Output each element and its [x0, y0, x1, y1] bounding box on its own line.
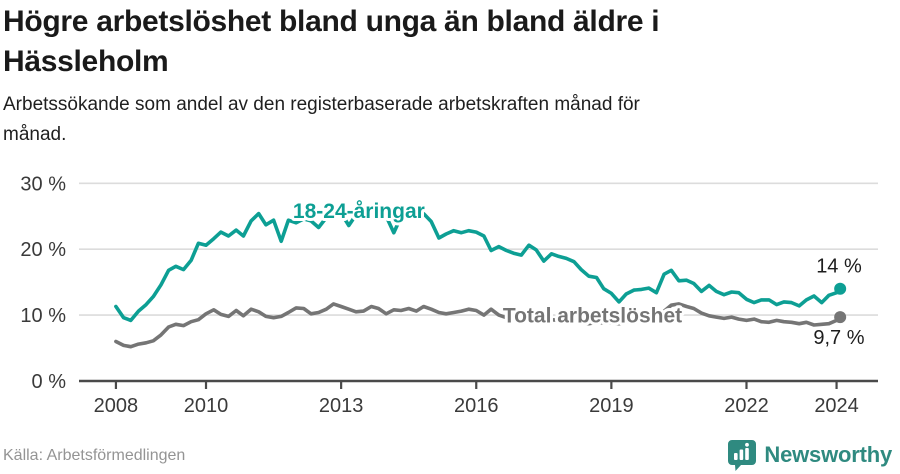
y-tick-label: 20 %: [20, 239, 66, 261]
x-tick-label: 2016: [454, 395, 499, 417]
newsworthy-logo[interactable]: Newsworthy: [727, 438, 892, 472]
bar-chart-bubble-icon: [727, 439, 757, 471]
x-tick-label: 2019: [589, 395, 634, 417]
series-line-18-24-ringar: [114, 210, 843, 323]
end-dot-total-arbetsl-shet: [834, 311, 847, 324]
x-tick-label: 2013: [319, 395, 364, 417]
page-subtitle: Arbetssökande som andel av den registerb…: [3, 94, 640, 145]
brand-name: Newsworthy: [764, 442, 892, 467]
source-label: Källa: Arbetsförmedlingen: [3, 447, 186, 464]
chart-annotation: Total arbetslöshet: [503, 305, 682, 328]
y-tick-label: 30 %: [20, 173, 66, 195]
y-tick-label: 0 %: [32, 371, 67, 393]
x-tick-label: 2024: [814, 395, 859, 417]
chart-annotation: 14 %: [816, 255, 862, 277]
x-tick-label: 2022: [724, 395, 769, 417]
y-tick-label: 10 %: [20, 305, 66, 327]
series-line-total-arbetsl-shet: [114, 302, 843, 349]
x-tick-label: 2008: [94, 395, 139, 417]
end-dot-18-24-ringar: [834, 282, 847, 295]
x-tick-label: 2010: [184, 395, 229, 417]
chart-annotation: 9,7 %: [813, 327, 864, 349]
chart-annotation: 18-24-åringar: [293, 200, 425, 223]
page-title: Högre arbetslöshet bland unga än bland ä…: [3, 5, 660, 78]
